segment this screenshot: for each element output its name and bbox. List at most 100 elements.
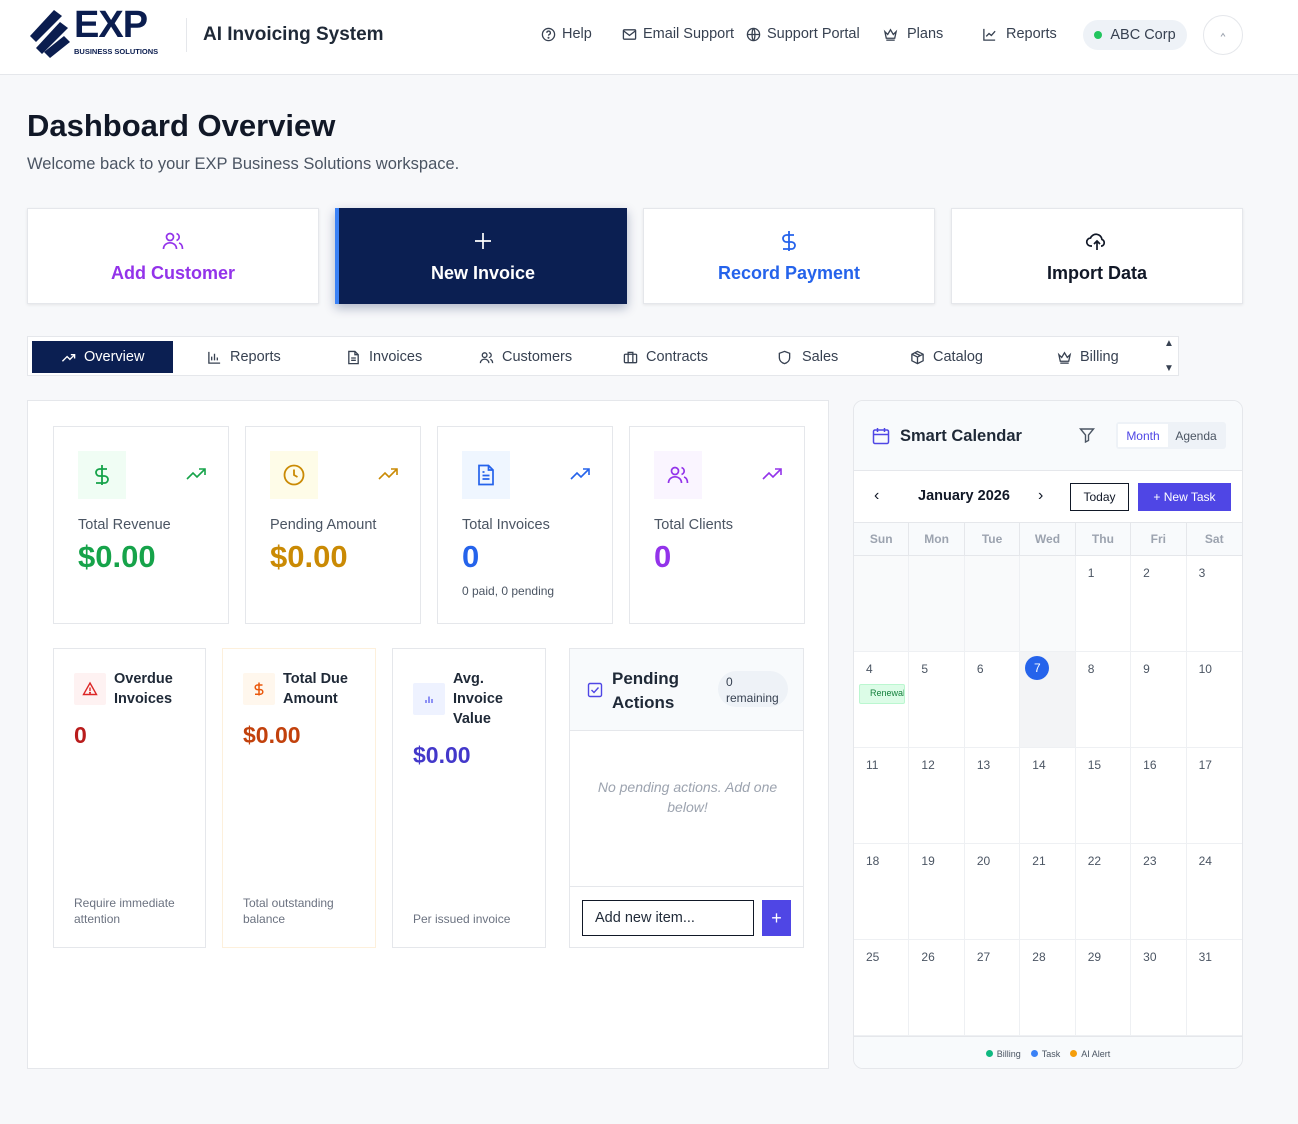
calendar-day-21[interactable]: 21 — [1020, 844, 1076, 940]
calendar-day-13[interactable]: 13 — [964, 748, 1021, 844]
mini-title: Avg. Invoice Value — [453, 671, 503, 727]
mini-title: Overdue Invoices — [114, 671, 173, 707]
tab-catalog[interactable]: Catalog — [910, 341, 983, 373]
mini-title: Total Due Amount — [283, 671, 348, 707]
view-agenda-button[interactable]: Agenda — [1175, 428, 1217, 443]
new-task-button[interactable]: + New Task — [1138, 483, 1231, 511]
prev-month-button[interactable]: ‹ — [874, 487, 880, 504]
scroll-down-icon[interactable]: ▼ — [1164, 363, 1174, 374]
calendar-day-16[interactable]: 16 — [1131, 748, 1187, 844]
mini-card-avg-invoice-value: Avg. Invoice Value $0.00 Per issued invo… — [392, 648, 546, 948]
calendar-day-20[interactable]: 20 — [964, 844, 1021, 940]
calendar-day-4[interactable]: 4 Renewal — [854, 652, 910, 748]
tab-catalog-label: Catalog — [933, 349, 983, 365]
calendar-day-5[interactable]: 5 — [909, 652, 965, 748]
calendar-day-8[interactable]: 8 — [1075, 652, 1132, 748]
add-customer-button[interactable]: Add Customer — [27, 208, 319, 304]
calendar-day-27[interactable]: 27 — [964, 940, 1021, 1036]
calendar-day-19[interactable]: 19 — [909, 844, 965, 940]
trending-up-icon — [762, 468, 782, 480]
nav-help[interactable]: Help — [541, 26, 592, 42]
brand-logo[interactable]: EXP BUSINESS SOLUTIONS — [30, 4, 170, 64]
calendar-day-31[interactable]: 31 — [1186, 940, 1242, 1036]
pending-actions-card: Pending Actions 0 remaining No pending a… — [569, 648, 804, 948]
import-data-button[interactable]: Import Data — [951, 208, 1243, 304]
tab-overview[interactable]: Overview — [32, 341, 174, 373]
filter-icon[interactable] — [1079, 427, 1095, 443]
calendar-day-14[interactable]: 14 — [1020, 748, 1076, 844]
alert-triangle-icon — [82, 681, 98, 696]
calendar-day-23[interactable]: 23 — [1131, 844, 1187, 940]
calendar-day-10[interactable]: 10 — [1186, 652, 1242, 748]
calendar-day-3[interactable]: 3 — [1186, 556, 1242, 652]
crown-icon — [883, 28, 898, 41]
new-invoice-button[interactable]: New Invoice — [335, 208, 627, 304]
calendar-day-22[interactable]: 22 — [1075, 844, 1132, 940]
add-item-button[interactable]: + — [762, 900, 791, 936]
record-payment-button[interactable]: Record Payment — [643, 208, 935, 304]
day-number: 25 — [866, 950, 880, 964]
calendar-day-7[interactable]: 7 — [1020, 652, 1076, 748]
legend-billing: Billing — [985, 1049, 1021, 1059]
nav-reports[interactable]: Reports — [982, 26, 1057, 42]
calendar-day-24[interactable]: 24 — [1186, 844, 1242, 940]
calendar-month-grid: 1 2 3 4 Renewal 5 6 7 8 9 10 11 12 13 14 15 16 17 18 19 20 21… — [854, 556, 1242, 1036]
legend-dot — [985, 1050, 993, 1057]
day-number: 28 — [1032, 950, 1046, 964]
calendar-legend: Billing Task AI Alert — [854, 1036, 1242, 1068]
tab-billing[interactable]: Billing — [1057, 341, 1119, 373]
weekday-header-row: Sun Mon Tue Wed Thu Fri Sat — [854, 522, 1242, 556]
nav-plans-label: Plans — [907, 26, 944, 42]
view-month-button[interactable]: Month — [1118, 424, 1168, 447]
calendar-day-18[interactable]: 18 — [854, 844, 910, 940]
calendar-day-6[interactable]: 6 — [964, 652, 1021, 748]
calendar-day-29[interactable]: 29 — [1075, 940, 1132, 1036]
calendar-day-26[interactable]: 26 — [909, 940, 965, 1036]
tab-contracts[interactable]: Contracts — [623, 341, 708, 373]
nav-email-support[interactable]: Email Support — [622, 26, 734, 42]
user-avatar-icon — [1220, 32, 1226, 37]
scroll-up-icon[interactable]: ▲ — [1164, 338, 1174, 349]
dashboard-tabs: Overview Reports Invoices Customers Cont… — [27, 336, 1179, 376]
clock-icon — [283, 464, 305, 486]
calendar-day-28[interactable]: 28 — [1020, 940, 1076, 1036]
calendar-day-30[interactable]: 30 — [1131, 940, 1187, 1036]
smart-calendar: Smart Calendar Month Agenda ‹ January 20… — [853, 400, 1243, 1069]
calendar-day-17[interactable]: 17 — [1186, 748, 1242, 844]
trending-up-icon — [61, 353, 76, 362]
tab-sales-label: Sales — [802, 349, 839, 365]
calendar-day-25[interactable]: 25 — [854, 940, 910, 1036]
next-month-button[interactable]: › — [1038, 487, 1044, 504]
tab-customers[interactable]: Customers — [479, 341, 572, 373]
calendar-event-chip[interactable]: Renewal — [859, 684, 905, 704]
nav-support-portal[interactable]: Support Portal — [746, 26, 860, 42]
calendar-day-15[interactable]: 15 — [1075, 748, 1132, 844]
nav-plans[interactable]: Plans — [883, 26, 943, 42]
tab-reports[interactable]: Reports — [207, 341, 281, 373]
day-number: 18 — [866, 854, 880, 868]
user-avatar-button[interactable] — [1203, 15, 1243, 55]
calendar-empty-cell — [1020, 556, 1076, 652]
today-button[interactable]: Today — [1070, 483, 1129, 511]
tab-invoices[interactable]: Invoices — [346, 341, 422, 373]
pending-remaining-badge: 0 remaining — [718, 671, 788, 707]
calendar-empty-cell — [854, 556, 910, 652]
calendar-day-1[interactable]: 1 — [1075, 556, 1132, 652]
calendar-day-12[interactable]: 12 — [909, 748, 965, 844]
tab-scroll-control[interactable]: ▲ ▼ — [1162, 338, 1176, 374]
calendar-day-9[interactable]: 9 — [1131, 652, 1187, 748]
add-customer-label: Add Customer — [110, 262, 235, 283]
calendar-day-2[interactable]: 2 — [1131, 556, 1187, 652]
legend-label: Task — [1041, 1048, 1061, 1059]
tab-invoices-label: Invoices — [369, 349, 423, 365]
briefcase-icon — [623, 351, 638, 363]
organization-switcher[interactable]: ABC Corp — [1083, 20, 1187, 50]
day-number: 2 — [1143, 566, 1150, 580]
pending-empty-message: No pending actions. Add one below! — [597, 779, 778, 815]
calendar-day-11[interactable]: 11 — [854, 748, 910, 844]
new-item-input[interactable] — [582, 900, 754, 936]
tab-sales[interactable]: Sales — [777, 341, 838, 373]
pending-actions-header: Pending Actions 0 remaining — [570, 649, 803, 731]
calendar-empty-cell — [909, 556, 965, 652]
header-divider — [186, 18, 187, 52]
